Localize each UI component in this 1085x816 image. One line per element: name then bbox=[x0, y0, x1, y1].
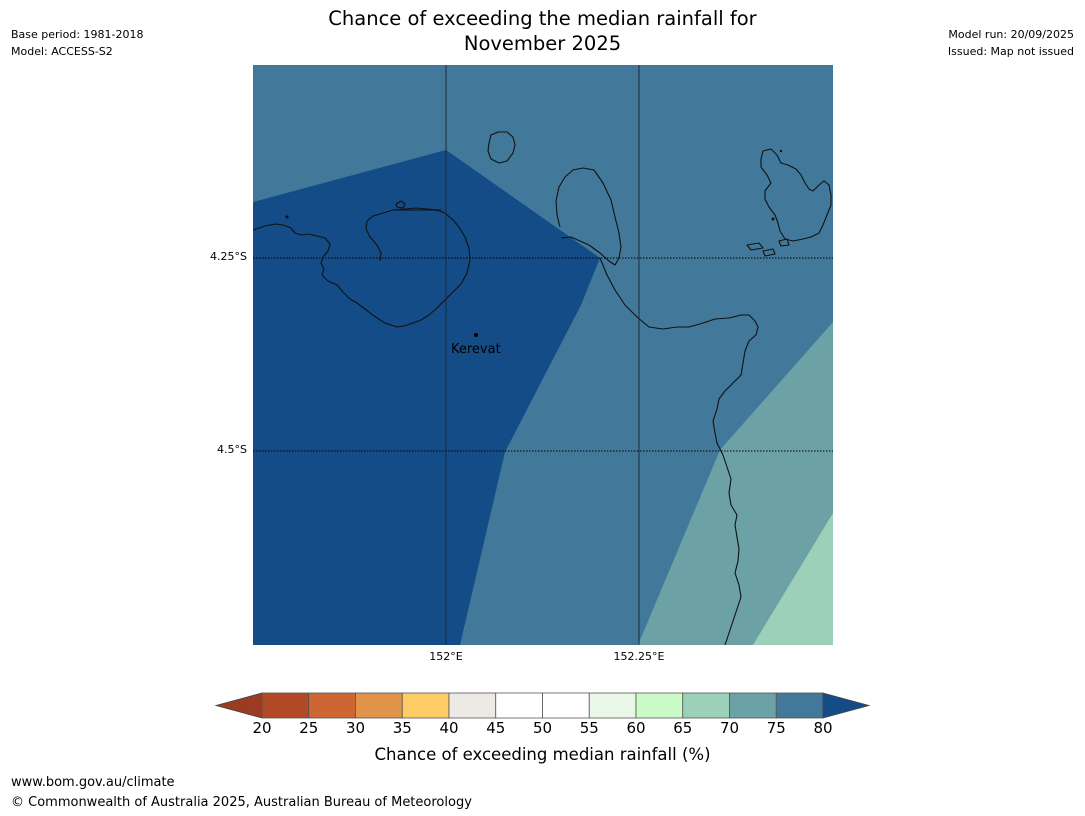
coastline-west-islet bbox=[395, 200, 406, 209]
colorbar-segment bbox=[775, 692, 824, 719]
coastline-gazelle-peninsula bbox=[252, 207, 471, 328]
lon-label-152e: 152°E bbox=[429, 650, 463, 663]
coastline-north-island bbox=[487, 131, 516, 164]
colorbar-segment bbox=[682, 692, 730, 719]
coastline-east-islet-1 bbox=[746, 242, 764, 251]
graticule bbox=[253, 65, 833, 645]
colorbar-segment bbox=[588, 692, 637, 719]
map-title-line-2: November 2025 bbox=[463, 32, 622, 55]
coastline-east-islet-3 bbox=[778, 238, 790, 247]
model-run-text: Model run: 20/09/2025 bbox=[948, 28, 1074, 41]
colorbar-tick-label: 65 bbox=[673, 719, 693, 737]
map-title-line-1: Chance of exceeding the median rainfall … bbox=[328, 7, 757, 30]
colorbar-tick-label: 70 bbox=[719, 719, 740, 737]
colorbar-under-arrow bbox=[214, 692, 263, 719]
colorbar-segment bbox=[355, 692, 403, 719]
meta-right: Model run: 20/09/2025 Issued: Map not is… bbox=[948, 26, 1074, 60]
footer-url: www.bom.gov.au/climate bbox=[11, 775, 175, 790]
town-marker bbox=[474, 333, 478, 337]
colorbar-segment bbox=[729, 692, 777, 719]
shade-band-above-80 bbox=[253, 150, 600, 645]
colorbar-segment bbox=[308, 692, 356, 719]
map-title: Chance of exceeding the median rainfall … bbox=[0, 6, 1085, 56]
colorbar-segment bbox=[635, 692, 684, 719]
colorbar-label: Chance of exceeding median rainfall (%) bbox=[374, 745, 711, 764]
colorbar-segments bbox=[261, 692, 824, 719]
colorbar-over-arrow bbox=[822, 692, 871, 719]
lat-label-4-5s: 4.5°S bbox=[217, 443, 247, 456]
map-svg bbox=[252, 65, 833, 646]
colorbar-tick-label: 60 bbox=[626, 719, 646, 737]
colorbar-tick-label: 25 bbox=[299, 719, 319, 737]
base-period-text: Base period: 1981-2018 bbox=[11, 28, 144, 41]
colorbar-tick-label: 35 bbox=[392, 719, 412, 737]
shade-band-65-70 bbox=[753, 513, 833, 645]
footer-copyright: © Commonwealth of Australia 2025, Austra… bbox=[11, 795, 472, 810]
colorbar-segment bbox=[448, 692, 497, 719]
colorbar-tick-label: 50 bbox=[532, 719, 553, 737]
model-text: Model: ACCESS-S2 bbox=[11, 45, 113, 58]
colorbar-tick-label: 55 bbox=[579, 719, 599, 737]
coastline-east-islet-2 bbox=[762, 248, 776, 257]
colorbar-tick-label: 30 bbox=[345, 719, 366, 737]
colorbar-tick-label: 40 bbox=[439, 719, 459, 737]
colorbar-tick-label: 80 bbox=[813, 719, 833, 737]
town-label-kerevat: Kerevat bbox=[451, 342, 501, 357]
meta-left: Base period: 1981-2018 Model: ACCESS-S2 bbox=[11, 26, 143, 60]
colorbar-tick-label: 45 bbox=[486, 719, 506, 737]
colorbar-tick-label: 75 bbox=[766, 719, 786, 737]
map-panel bbox=[252, 65, 833, 646]
colorbar-segment bbox=[261, 692, 310, 719]
shade-band-70-75 bbox=[638, 322, 833, 645]
colorbar-segment bbox=[401, 692, 450, 719]
lat-label-4-25s: 4.25°S bbox=[210, 250, 247, 263]
colorbar-segment bbox=[495, 692, 543, 719]
islet-dot bbox=[285, 215, 289, 219]
colorbar-tick-label: 20 bbox=[252, 719, 272, 737]
lon-label-152-25e: 152.25°E bbox=[613, 650, 665, 663]
coastline bbox=[252, 131, 832, 646]
coastline-east-island bbox=[760, 148, 832, 242]
issued-text: Issued: Map not issued bbox=[947, 45, 1074, 58]
coastline-rabaul-peninsula bbox=[555, 167, 759, 646]
islet-dot bbox=[771, 217, 775, 221]
islet-dot bbox=[779, 149, 783, 153]
colorbar-segment bbox=[542, 692, 590, 719]
